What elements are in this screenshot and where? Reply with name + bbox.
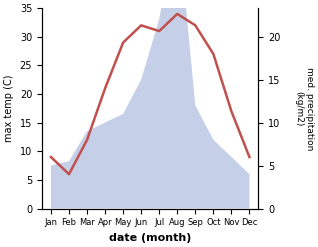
X-axis label: date (month): date (month) xyxy=(109,233,191,243)
Y-axis label: max temp (C): max temp (C) xyxy=(4,75,14,142)
Y-axis label: med. precipitation
(kg/m2): med. precipitation (kg/m2) xyxy=(294,67,314,150)
